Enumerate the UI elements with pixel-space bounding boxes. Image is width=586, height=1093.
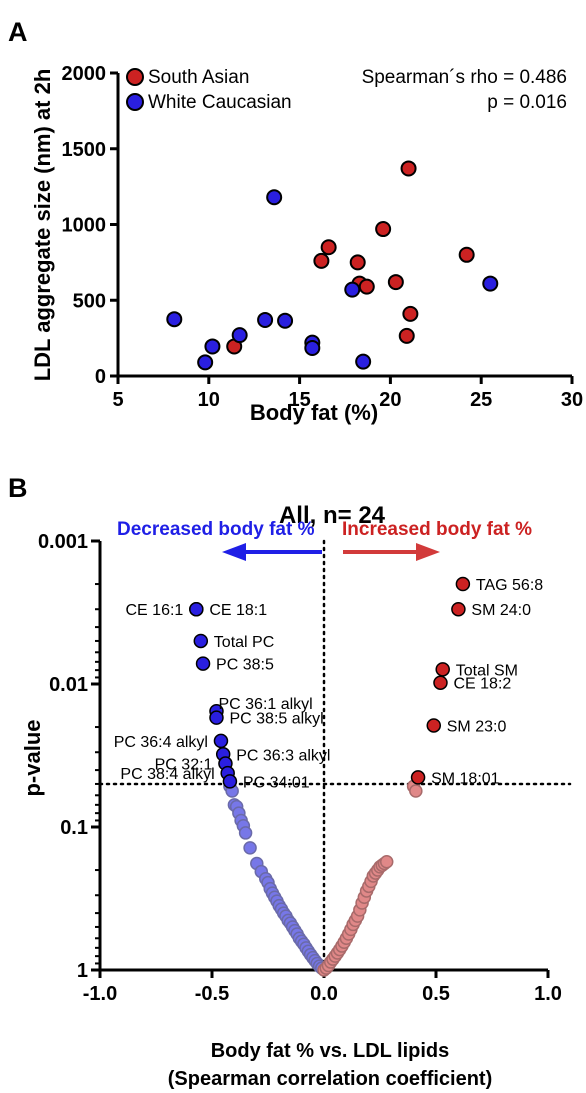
panel-a-x-tick-label: 5 — [112, 389, 123, 411]
significant-lipid-point — [189, 601, 204, 617]
legend-marker-white-caucasian — [126, 93, 144, 111]
data-point-south-asian — [349, 254, 366, 271]
lipid-label: PC 34:01 — [243, 774, 310, 791]
data-point-white-caucasian — [166, 311, 183, 328]
lipid-label: PC 38:4 alkyl — [120, 766, 214, 783]
panel-a-y-tick-label: 1000 — [62, 215, 107, 237]
decrease-label: Decreased body fat % — [117, 519, 315, 540]
significant-lipid-point — [193, 633, 209, 649]
panel-a-x-tick-label: 30 — [561, 389, 583, 411]
lipid-label: SM 23:0 — [447, 718, 507, 735]
significant-lipid-point — [451, 601, 466, 617]
lipid-label: CE 16:1 — [126, 602, 184, 619]
panel-a-x-tick-label: 15 — [288, 389, 310, 411]
significant-lipid-point — [455, 576, 471, 592]
panel-b-title: All, n= 24 — [279, 502, 386, 529]
panel-a-x-tick-label: 20 — [379, 389, 401, 411]
lipid-label: PC 38:5 — [216, 657, 274, 674]
lipid-label: PC 36:4 alkyl — [114, 734, 208, 751]
lipid-label: SM 24:0 — [471, 602, 531, 619]
panel-b-x-tick-label: -1.0 — [83, 983, 117, 1005]
data-point-south-asian — [398, 327, 415, 344]
data-point-south-asian — [458, 246, 475, 263]
panel-b-y-tick-label: 0.1 — [60, 817, 88, 839]
panel-b-x-tick-label: 1.0 — [534, 983, 562, 1005]
panel-a-plot: 0 500 1000 1500 2000 5 10 15 20 25 30 — [62, 63, 584, 411]
lipid-label: PC 36:3 alkyl — [236, 747, 330, 764]
panel-a-x-axis-label: Body fat (%) — [250, 400, 378, 425]
significant-lipid-point — [213, 733, 229, 749]
panel-b-letter: B — [8, 473, 28, 503]
lipid-label: PC 32:1 — [155, 757, 213, 774]
data-point-white-caucasian — [266, 189, 283, 206]
legend-marker-south-asian — [126, 68, 144, 86]
panel-a-annotation: Spearman´s rho = 0.486 p = 0.016 — [362, 67, 567, 113]
lipid-label: CE 18:2 — [453, 676, 511, 693]
panel-a-y-tick-label: 1500 — [62, 139, 107, 161]
panel-b-x-tick-label: -0.5 — [195, 983, 229, 1005]
significant-lipid-point — [426, 718, 442, 733]
data-point-white-caucasian — [197, 354, 214, 371]
panel-a-letter: A — [8, 17, 28, 47]
data-point-white-caucasian — [482, 275, 499, 292]
panel-b-x-tick-label: 0.5 — [422, 983, 450, 1005]
nonsignificant-lipid-point — [379, 855, 394, 869]
data-point-white-caucasian — [277, 312, 294, 329]
panel-a-y-tick-label: 500 — [73, 290, 106, 312]
data-point-south-asian — [375, 221, 392, 238]
significant-lipid-point — [433, 675, 448, 690]
data-point-white-caucasian — [355, 353, 372, 370]
lipid-label: Total SM — [456, 662, 518, 679]
lipid-label: TAG 56:8 — [476, 577, 543, 594]
significant-lipid-point — [209, 710, 224, 725]
lipid-label: PC 36:1 alkyl — [218, 696, 312, 713]
panel-b-y-axis-label: p-value — [20, 719, 45, 796]
significant-lipid-point — [435, 662, 450, 677]
lipid-label: PC 38:5 alkyl — [229, 711, 323, 728]
nonsignificant-lipid-point — [243, 841, 257, 855]
data-point-south-asian — [313, 252, 330, 269]
nonsignificant-lipid-point — [409, 784, 423, 798]
decrease-arrow-head — [222, 543, 246, 561]
increase-arrow-head — [416, 543, 440, 561]
panel-a-x-tick-label: 10 — [198, 389, 220, 411]
panel-b-x-axis-label-line1: Body fat % vs. LDL lipids — [211, 1040, 450, 1062]
increase-arrow: Increased body fat % — [342, 519, 532, 561]
data-point-south-asian — [387, 274, 404, 291]
significant-lipid-point — [410, 770, 426, 785]
nonsignificant-lipid-point — [238, 826, 253, 840]
data-point-white-caucasian — [304, 339, 321, 356]
panel-a-y-tick-label: 2000 — [62, 63, 107, 85]
legend-label-white-caucasian: White Caucasian — [148, 92, 292, 113]
panel-b-x-tick-label: 0.0 — [310, 983, 338, 1005]
data-point-south-asian — [400, 160, 417, 177]
panel-b-x-axis-label-line2: (Spearman correlation coefficient) — [168, 1068, 493, 1090]
spearman-rho-text: Spearman´s rho = 0.486 — [362, 67, 567, 88]
lipid-label: SM 18:01 — [431, 770, 500, 787]
significant-lipid-point — [195, 656, 211, 671]
data-point-white-caucasian — [231, 327, 248, 344]
panel-b-plot: 0.001 0.01 0.1 1-1.0 -0.5 0.0 0.5 1.0 CE 16:1 CE … — [38, 531, 572, 1005]
lipid-label: CE 18:1 — [209, 602, 267, 619]
data-point-south-asian — [358, 278, 375, 295]
increase-label: Increased body fat % — [342, 519, 532, 540]
panel-b-y-tick-label: 0.01 — [49, 674, 88, 696]
data-point-south-asian — [402, 305, 419, 322]
spearman-p-text: p = 0.016 — [487, 92, 567, 113]
data-point-white-caucasian — [344, 281, 361, 298]
panel-a-x-tick-label: 25 — [470, 389, 492, 411]
data-point-south-asian — [320, 239, 337, 256]
panel-a-y-tick-label: 0 — [95, 366, 106, 388]
panel-b-y-tick-label: 1 — [77, 960, 88, 982]
decrease-arrow: Decreased body fat % — [117, 519, 322, 561]
data-point-white-caucasian — [204, 338, 221, 355]
panel-b-y-tick-label: 0.001 — [38, 531, 88, 553]
lipid-label: Total PC — [214, 634, 274, 651]
panel-a-y-axis-label: LDL aggregate size (nm) at 2h — [30, 69, 55, 382]
legend-label-south-asian: South Asian — [148, 67, 249, 88]
significant-lipid-point — [222, 774, 238, 789]
panel-a-legend: South Asian White Caucasian — [126, 67, 292, 113]
data-point-white-caucasian — [257, 311, 274, 328]
